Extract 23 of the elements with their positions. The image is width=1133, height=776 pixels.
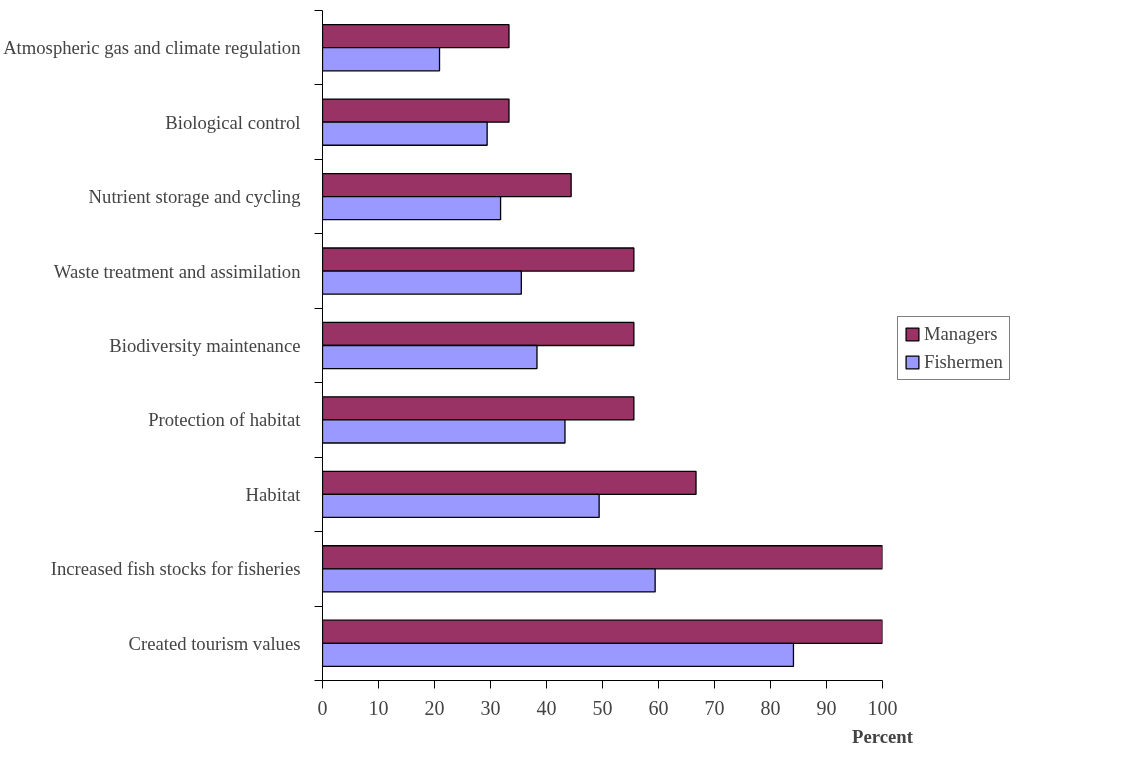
x-tick-label: 80 xyxy=(760,696,781,719)
x-tick-label: 10 xyxy=(368,696,389,719)
x-tick-label: 20 xyxy=(424,696,445,719)
y-tick-label: Biodiversity maintenance xyxy=(109,335,301,356)
y-tick-label: Created tourism values xyxy=(128,632,301,654)
x-axis-title: Percent xyxy=(852,725,914,747)
x-tick-label: 0 xyxy=(317,696,328,719)
legend-label: Managers xyxy=(924,323,998,345)
x-tick-label: 70 xyxy=(704,696,725,719)
x-tick-label: 90 xyxy=(816,696,837,719)
y-tick-label: Habitat xyxy=(245,483,302,505)
x-tick-label: 30 xyxy=(480,696,501,719)
x-tick-label: 40 xyxy=(536,696,557,719)
x-tick-label: 100 xyxy=(867,696,898,719)
y-tick-label: Waste treatment and assimilation xyxy=(53,260,302,282)
y-tick-label: Biological control xyxy=(165,111,301,133)
y-tick-label: Nutrient storage and cycling xyxy=(88,186,301,208)
y-tick-label: Increased fish stocks for fisheries xyxy=(50,558,301,580)
y-tick-label: Protection of habitat xyxy=(148,409,302,431)
legend-label: Fishermen xyxy=(924,351,1003,373)
x-tick-label: 60 xyxy=(648,696,669,719)
x-tick-label: 50 xyxy=(592,696,613,719)
y-tick-label: Atmospheric gas and climate regulation xyxy=(3,37,302,59)
